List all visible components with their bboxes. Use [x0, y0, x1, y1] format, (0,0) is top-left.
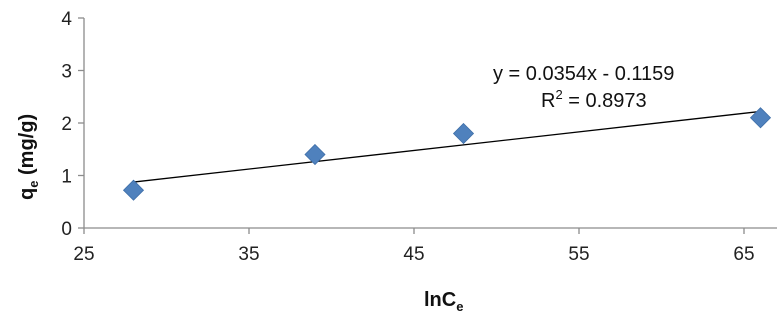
trendline-r-squared: R2 = 0.8973	[541, 87, 647, 112]
x-tick-label: 25	[73, 244, 94, 265]
x-tick-label: 55	[568, 244, 589, 265]
x-axis-label: lnCe	[424, 289, 463, 314]
data-points	[122, 107, 772, 201]
x-tick-label: 35	[238, 244, 259, 265]
y-tick-label: 2	[61, 114, 72, 135]
x-tick-label: 65	[733, 244, 754, 265]
trendline-equation: y = 0.0354x - 0.1159	[493, 63, 674, 85]
y-tick-label: 0	[61, 219, 72, 240]
y-tick-label: 1	[61, 167, 72, 188]
y-tick-label: 4	[61, 9, 72, 30]
data-point	[749, 107, 772, 129]
y-axis-label: qe (mg/g)	[16, 114, 41, 200]
y-tick-label: 3	[61, 62, 72, 83]
data-point	[452, 122, 475, 145]
y-ticks: 0 1 2 3 4	[61, 9, 84, 240]
axes	[83, 18, 777, 229]
x-tick-label: 45	[403, 244, 424, 265]
trendline	[133, 110, 761, 183]
x-ticks: 25 35 45 55 65	[73, 228, 755, 265]
data-point	[304, 143, 326, 166]
data-point	[122, 179, 145, 201]
